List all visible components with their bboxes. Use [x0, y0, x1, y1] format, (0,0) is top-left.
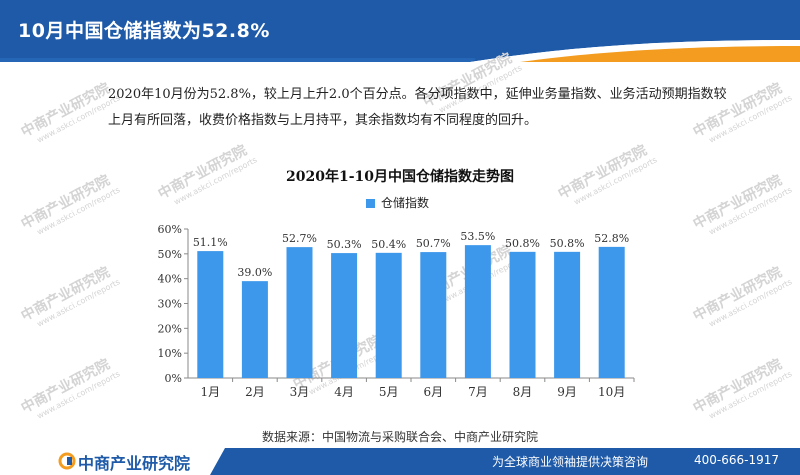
data-label: 52.7%: [282, 232, 317, 245]
x-tick-label: 8月: [513, 385, 533, 399]
y-tick-label: 20%: [158, 322, 182, 335]
data-label: 50.3%: [327, 238, 362, 251]
data-label: 51.1%: [193, 236, 228, 249]
data-source: 数据来源：中国物流与采购联合会、中商产业研究院: [261, 430, 538, 444]
footer-phone: 400-666-1917: [694, 453, 780, 467]
intro-paragraph: 2020年10月份为52.8%，较上月上升2.0个百分点。各分项指数中，延伸业务…: [108, 87, 727, 128]
data-label: 50.4%: [371, 238, 406, 251]
data-label: 50.8%: [550, 237, 585, 250]
y-tick-label: 30%: [158, 298, 182, 311]
y-tick-label: 50%: [158, 248, 182, 261]
bar: [554, 251, 581, 378]
x-tick-label: 7月: [468, 385, 488, 399]
y-tick-label: 40%: [158, 273, 182, 286]
y-tick-label: 60%: [158, 223, 182, 236]
bar: [420, 252, 447, 378]
data-label: 50.8%: [505, 237, 540, 250]
data-label: 39.0%: [237, 266, 272, 279]
footer-bar: [0, 448, 800, 475]
chart-legend: 仓储指数: [366, 194, 429, 211]
footer-logo: 中商产业研究院: [78, 454, 191, 473]
x-tick-label: 5月: [379, 385, 399, 399]
footer-slogan: 为全球商业领袖提供决策咨询: [492, 455, 649, 469]
chart-title: 2020年1-10月中国仓储指数走势图: [286, 169, 514, 185]
x-tick-label: 2月: [245, 385, 265, 399]
bar: [509, 251, 536, 378]
bar: [375, 252, 402, 378]
page-title: 10月中国仓储指数为52.8%: [18, 20, 270, 42]
data-label: 50.7%: [416, 237, 451, 250]
legend-swatch: [366, 199, 375, 208]
bar: [286, 247, 313, 378]
x-tick-label: 1月: [200, 385, 220, 399]
bar: [197, 251, 224, 378]
legend-label: 仓储指数: [381, 196, 430, 210]
bar: [464, 245, 491, 378]
x-tick-label: 4月: [334, 385, 354, 399]
footer-background: [0, 448, 800, 475]
logo-icon: [58, 452, 76, 470]
bar: [241, 281, 268, 378]
data-label: 52.8%: [594, 232, 629, 245]
x-tick-label: 10月: [598, 385, 625, 399]
x-tick-label: 3月: [290, 385, 310, 399]
y-tick-label: 10%: [158, 347, 182, 360]
data-label: 53.5%: [460, 230, 495, 243]
bar: [598, 246, 625, 378]
x-tick-label: 9月: [557, 385, 577, 399]
y-tick-label: 0%: [165, 372, 182, 385]
header-banner: 10月中国仓储指数为52.8%: [0, 0, 800, 62]
header-background: [0, 0, 800, 62]
x-tick-label: 6月: [423, 385, 443, 399]
bar: [331, 253, 358, 378]
